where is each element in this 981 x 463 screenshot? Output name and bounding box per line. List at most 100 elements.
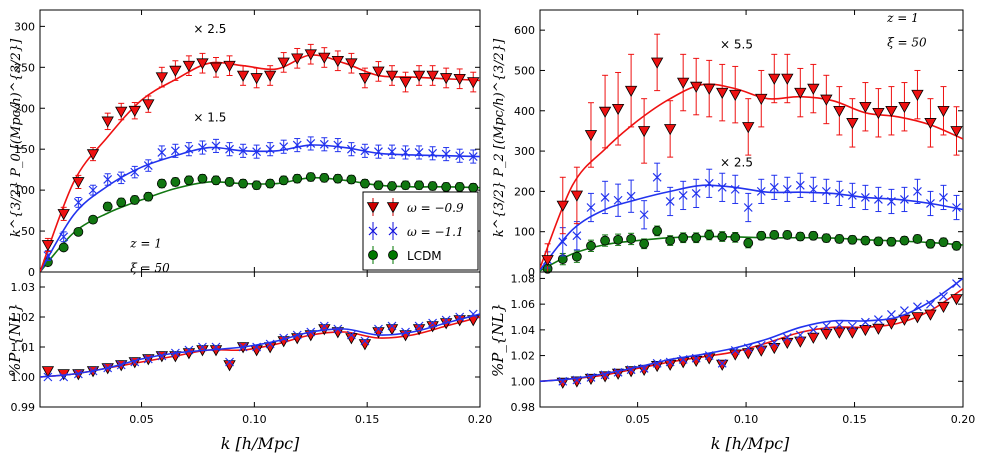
left-top-series-data-point — [88, 185, 98, 195]
left-top-series-data-point — [454, 181, 465, 192]
left-bottom-series-data-point — [73, 369, 83, 379]
right-top-y-tick-label: 300 — [514, 145, 535, 158]
left-top-series-data-point — [333, 140, 343, 150]
right-top-series-data-point — [541, 255, 554, 267]
right-top-series-data-point — [782, 184, 792, 194]
right-top-series-data-point — [834, 188, 844, 198]
right-annotation: z = 1 — [886, 11, 919, 25]
legend-label: LCDM — [407, 249, 442, 263]
left-top-series-data-point — [236, 70, 250, 82]
right-top-series-data-point — [598, 106, 612, 118]
left-top-series-data-point — [358, 73, 372, 85]
left-top-series-data-point — [156, 178, 167, 189]
left-panel: 0 50 100 150 200 250 300 × 2.5 × 1.5 z = 1 ξ = 50 ω… — [6, 9, 493, 453]
left-top-series-data-point — [170, 146, 180, 156]
left-top-series-data-point — [319, 139, 329, 149]
right-x-axis-label: k [h/Mpc] — [711, 434, 790, 453]
right-bottom-series-data-point — [859, 325, 872, 337]
right-bottom-series-data-point — [768, 343, 781, 355]
left-top-series-data-point — [196, 58, 209, 70]
left-bottom-series-data-point — [59, 372, 69, 382]
legend-label: ω = −1.1 — [407, 225, 464, 239]
left-bottom-series-data-point — [306, 327, 316, 337]
left-top-y-tick-label: 200 — [14, 102, 35, 115]
left-bottom-series-data-point — [455, 312, 465, 322]
right-top-series-data-point — [769, 182, 779, 192]
left-top-series-data-point — [102, 201, 113, 212]
right-bottom-series-data-point — [600, 370, 610, 380]
right-top-series-data-point — [626, 234, 637, 244]
right-bottom-frame — [539, 271, 964, 408]
left-top-series-data-point — [373, 180, 384, 191]
right-bottom-series-data-point — [639, 364, 649, 373]
left-bottom-series-data-point — [401, 327, 410, 337]
right-top-y-tick-label: 200 — [514, 185, 535, 198]
right-top-series-data-point — [860, 193, 870, 202]
right-bottom-series-data-point — [834, 320, 844, 330]
right-bottom-series-data-point — [652, 358, 662, 368]
right-top-series-data-point — [924, 118, 937, 130]
right-top-series-data-point — [600, 235, 610, 246]
right-top-series-data-point — [860, 235, 871, 246]
left-bottom-x-tick-label: 0.20 — [468, 413, 493, 426]
left-bottom-series-data-point — [414, 321, 424, 331]
right-top-series-data-point — [925, 238, 936, 249]
left-top-series-data-point — [224, 177, 235, 187]
right-annotation: × 5.5 — [720, 37, 753, 51]
left-bottom-series-data-point — [441, 315, 451, 325]
right-bottom-x-tick-label: 0.20 — [951, 413, 976, 426]
right-bottom-series-data-point — [769, 338, 779, 348]
left-top-series-data-point — [360, 178, 370, 189]
left-top-series-data-point — [251, 180, 262, 191]
right-top-series-data-point — [613, 234, 623, 245]
right-bottom-series-data-point — [570, 376, 584, 388]
left-top-series-data-point — [73, 197, 83, 207]
right-bottom-series-data-point — [691, 353, 701, 363]
left-top-series-data-point — [318, 52, 331, 64]
left-bottom-y-axis-label: %P_{NL} — [6, 303, 24, 377]
right-top-series-data-point — [584, 130, 598, 142]
left-top-series-data-point — [223, 60, 236, 72]
left-annotation: × 1.5 — [193, 110, 226, 124]
left-top-y-tick-label: 150 — [14, 143, 35, 156]
left-top-y-tick-label: 0 — [28, 266, 35, 279]
left-top-series-data-point — [345, 58, 358, 70]
left-top-series-data-point — [58, 242, 69, 253]
right-top-series-data-point — [704, 178, 714, 188]
right-top-series-model-curve — [540, 83, 963, 269]
right-top-series-data-point — [794, 87, 807, 99]
right-bottom-y-tick-label: 1.00 — [511, 375, 536, 388]
left-top-series-data-point — [103, 175, 113, 184]
left-bottom-series-data-point — [279, 333, 289, 343]
right-bottom-y-tick-label: 1.08 — [511, 272, 536, 285]
left-bottom-series-data-point — [292, 330, 302, 340]
right-bottom-series-data-point — [821, 321, 831, 331]
right-top-series-data-point — [755, 93, 768, 106]
left-bottom-series-data-point — [468, 309, 478, 319]
right-bottom-series-data-point — [860, 317, 870, 327]
right-top-series-data-point — [717, 182, 727, 192]
right-top-series-data-point — [820, 94, 833, 106]
left-top-series-data-point — [304, 49, 317, 61]
right-top-series-data-point — [691, 232, 702, 243]
right-bottom-series-data-point — [586, 373, 596, 382]
left-top-series-data-point — [198, 143, 207, 152]
left-top-series-data-point — [427, 181, 438, 191]
right-top-series-data-point — [586, 240, 596, 251]
legend-marker — [388, 226, 398, 236]
left-top-series-data-point — [306, 139, 316, 148]
right-bottom-series-data-point — [913, 302, 922, 312]
right-top-series-data-point — [665, 197, 675, 206]
left-top-series-data-point — [211, 141, 221, 151]
right-top-series-data-point — [743, 203, 753, 212]
left-top-series-data-point — [385, 70, 399, 82]
right-top-series-data-point — [558, 237, 568, 247]
left-top-series-data-point — [128, 105, 141, 118]
right-top-series-data-point — [611, 103, 625, 116]
left-bottom-series-data-point — [360, 336, 370, 346]
right-top-series-data-point — [556, 200, 569, 212]
left-bottom-series-data-point — [346, 330, 356, 340]
right-top-series-data-point — [886, 197, 896, 206]
legend-marker — [388, 250, 398, 260]
right-top-series-data-point — [898, 101, 911, 114]
